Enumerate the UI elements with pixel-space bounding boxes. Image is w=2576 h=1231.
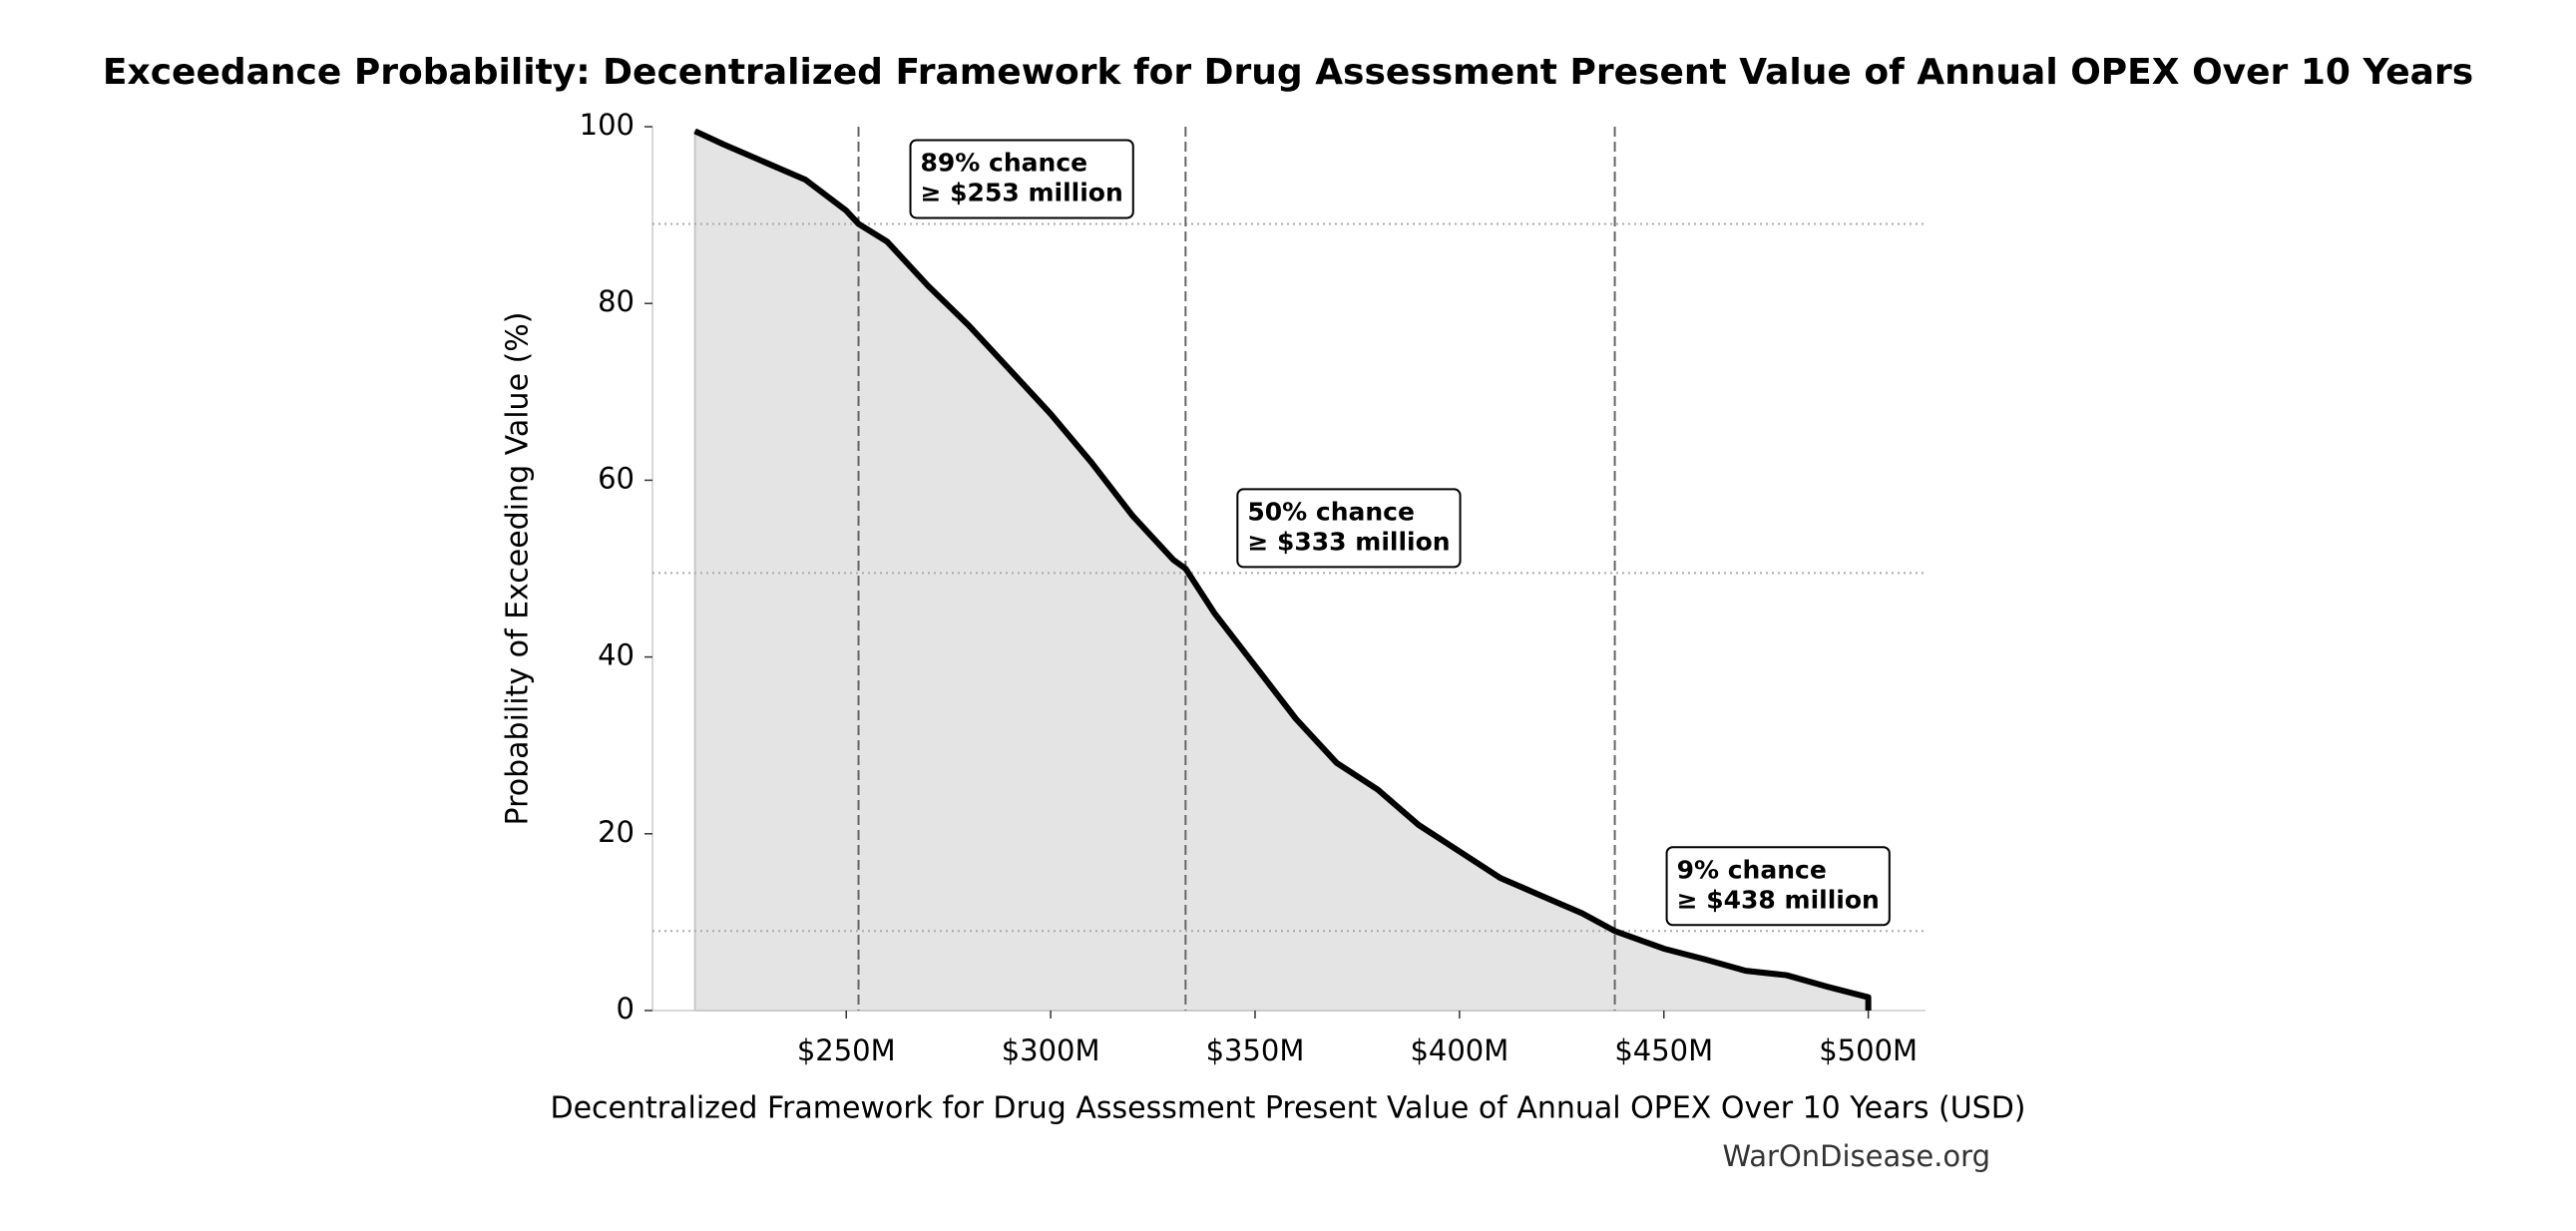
annotation: 9% chance≥ $438 million <box>1665 846 1891 927</box>
chart-title: Exceedance Probability: Decentralized Fr… <box>103 52 2473 93</box>
y-axis-label: Probability of Exceeding Value (%) <box>501 312 536 826</box>
annotation-box <box>1665 846 1891 927</box>
x-tick-label: $450M <box>1614 1033 1713 1067</box>
annotation-text: 9% chance <box>1677 855 1827 884</box>
y-tick-label: 100 <box>580 108 635 142</box>
y-tick-label: 80 <box>598 284 635 318</box>
annotation-box <box>909 139 1134 219</box>
x-tick-label: $400M <box>1410 1033 1508 1067</box>
annotation-text: 89% chance <box>921 148 1088 177</box>
annotation-text: ≥ $438 million <box>1677 885 1880 914</box>
x-tick-label: $250M <box>797 1033 896 1067</box>
x-tick-label: $350M <box>1206 1033 1305 1067</box>
annotation-box <box>1236 488 1462 569</box>
annotation-text: ≥ $253 million <box>921 178 1123 206</box>
y-tick-label: 0 <box>617 992 635 1026</box>
y-tick-label: 40 <box>598 638 635 672</box>
annotation-text: ≥ $333 million <box>1247 527 1450 556</box>
annotation: 50% chance≥ $333 million <box>1236 488 1462 569</box>
annotation: 89% chance≥ $253 million <box>909 139 1134 219</box>
source-label: WarOnDisease.org <box>1722 1139 1990 1173</box>
x-tick-label: $300M <box>1002 1033 1100 1067</box>
exceedance-line <box>693 128 1872 1011</box>
y-tick-label: 60 <box>598 461 635 495</box>
annotation-text: 50% chance <box>1247 497 1415 526</box>
y-tick-label: 20 <box>598 815 635 849</box>
x-axis-label: Decentralized Framework for Drug Assessm… <box>551 1091 2026 1126</box>
x-tick-label: $500M <box>1819 1033 1918 1067</box>
